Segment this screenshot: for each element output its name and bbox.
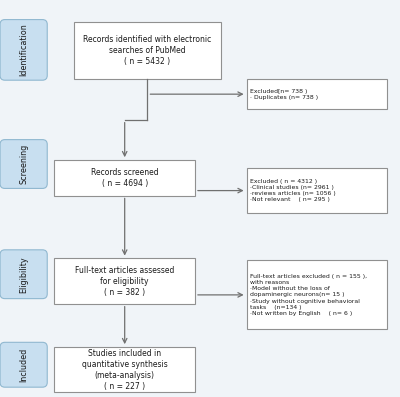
Text: Excluded ( n = 4312 )
·Clinical studies (n= 2961 )
·reviews articles (n= 1056 )
: Excluded ( n = 4312 ) ·Clinical studies … — [250, 179, 336, 202]
FancyBboxPatch shape — [0, 342, 47, 387]
FancyBboxPatch shape — [0, 19, 47, 80]
FancyBboxPatch shape — [246, 260, 387, 330]
Text: Records identified with electronic
searches of PubMed
( n = 5432 ): Records identified with electronic searc… — [83, 35, 212, 66]
FancyBboxPatch shape — [0, 250, 47, 299]
FancyBboxPatch shape — [54, 160, 195, 195]
FancyBboxPatch shape — [246, 168, 387, 213]
FancyBboxPatch shape — [54, 258, 195, 304]
Text: Records screened
( n = 4694 ): Records screened ( n = 4694 ) — [91, 168, 158, 188]
Text: Excluded[n= 738 )
· Duplicates (n= 738 ): Excluded[n= 738 ) · Duplicates (n= 738 ) — [250, 89, 318, 100]
FancyBboxPatch shape — [246, 79, 387, 109]
Text: Screening: Screening — [19, 144, 28, 184]
Text: Studies included in
quantitative synthesis
(meta-analysis)
( n = 227 ): Studies included in quantitative synthes… — [82, 349, 168, 391]
Text: Identification: Identification — [19, 23, 28, 76]
Text: Full-text articles excluded ( n = 155 ),
with reasons
·Model without the loss of: Full-text articles excluded ( n = 155 ),… — [250, 274, 367, 316]
FancyBboxPatch shape — [0, 140, 47, 189]
FancyBboxPatch shape — [74, 22, 221, 79]
Text: Eligibility: Eligibility — [19, 256, 28, 293]
FancyBboxPatch shape — [54, 347, 195, 392]
Text: Included: Included — [19, 348, 28, 382]
Text: Full-text articles assessed
for eligibility
( n = 382 ): Full-text articles assessed for eligibil… — [75, 266, 174, 297]
